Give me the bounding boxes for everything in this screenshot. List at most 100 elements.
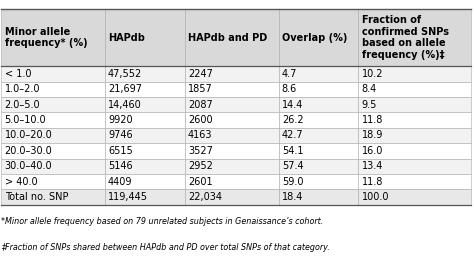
Text: *Minor allele frequency based on 79 unrelated subjects in Genaissance’s cohort.: *Minor allele frequency based on 79 unre… <box>1 217 324 226</box>
Text: 8.4: 8.4 <box>362 84 377 94</box>
Text: 4.7: 4.7 <box>282 69 297 79</box>
Text: 2247: 2247 <box>188 69 213 79</box>
Bar <box>105 128 184 143</box>
Bar <box>184 82 279 97</box>
Text: 1.0–2.0: 1.0–2.0 <box>5 84 40 94</box>
Text: ‡Fraction of SNPs shared between HAPdb and PD over total SNPs of that category.: ‡Fraction of SNPs shared between HAPdb a… <box>1 243 330 252</box>
Text: Fraction of
confirmed SNPs
based on allele
frequency (%)‡: Fraction of confirmed SNPs based on alle… <box>362 15 449 60</box>
Text: 5.0–10.0: 5.0–10.0 <box>5 115 46 125</box>
Text: 16.0: 16.0 <box>362 146 383 156</box>
Text: Overlap (%): Overlap (%) <box>282 33 347 43</box>
Text: 8.6: 8.6 <box>282 84 297 94</box>
Bar <box>279 174 358 189</box>
Bar <box>358 174 471 189</box>
Bar <box>279 128 358 143</box>
Bar <box>358 143 471 159</box>
Text: 2600: 2600 <box>188 115 212 125</box>
Bar <box>105 112 184 128</box>
Bar <box>105 97 184 112</box>
Bar <box>358 128 471 143</box>
Bar <box>184 66 279 82</box>
Bar <box>184 143 279 159</box>
Bar <box>1 128 105 143</box>
Text: 21,697: 21,697 <box>108 84 142 94</box>
Text: 1857: 1857 <box>188 84 213 94</box>
Text: 5146: 5146 <box>108 161 133 171</box>
Text: 2601: 2601 <box>188 177 212 187</box>
Text: 100.0: 100.0 <box>362 192 389 202</box>
Bar <box>1 143 105 159</box>
Text: > 40.0: > 40.0 <box>5 177 37 187</box>
Text: 26.2: 26.2 <box>282 115 303 125</box>
Text: 47,552: 47,552 <box>108 69 142 79</box>
Bar <box>279 97 358 112</box>
Text: 119,445: 119,445 <box>108 192 148 202</box>
Bar <box>184 112 279 128</box>
Bar <box>1 189 105 205</box>
Bar <box>358 189 471 205</box>
Bar <box>105 174 184 189</box>
Bar <box>1 9 105 66</box>
Bar <box>279 9 358 66</box>
Text: Total no. SNP: Total no. SNP <box>5 192 68 202</box>
Text: 20.0–30.0: 20.0–30.0 <box>5 146 53 156</box>
Text: 59.0: 59.0 <box>282 177 303 187</box>
Text: HAPdb: HAPdb <box>108 33 145 43</box>
Bar <box>105 143 184 159</box>
Bar <box>105 9 184 66</box>
Text: 10.0–20.0: 10.0–20.0 <box>5 131 53 141</box>
Bar <box>1 97 105 112</box>
Text: 9746: 9746 <box>108 131 133 141</box>
Text: 30.0–40.0: 30.0–40.0 <box>5 161 52 171</box>
Text: 42.7: 42.7 <box>282 131 303 141</box>
Text: 11.8: 11.8 <box>362 177 383 187</box>
Bar <box>358 82 471 97</box>
Bar <box>358 112 471 128</box>
Text: 57.4: 57.4 <box>282 161 303 171</box>
Text: 2952: 2952 <box>188 161 213 171</box>
Text: 22,034: 22,034 <box>188 192 222 202</box>
Text: 9.5: 9.5 <box>362 100 377 110</box>
Text: 3527: 3527 <box>188 146 213 156</box>
Bar <box>358 9 471 66</box>
Text: 2087: 2087 <box>188 100 213 110</box>
Text: 6515: 6515 <box>108 146 133 156</box>
Bar <box>184 9 279 66</box>
Bar <box>1 159 105 174</box>
Bar <box>184 159 279 174</box>
Text: 4163: 4163 <box>188 131 212 141</box>
Text: 13.4: 13.4 <box>362 161 383 171</box>
Text: < 1.0: < 1.0 <box>5 69 31 79</box>
Bar <box>105 159 184 174</box>
Bar <box>1 174 105 189</box>
Bar <box>279 112 358 128</box>
Bar <box>279 143 358 159</box>
Bar <box>1 82 105 97</box>
Bar <box>279 189 358 205</box>
Text: 14,460: 14,460 <box>108 100 142 110</box>
Text: 11.8: 11.8 <box>362 115 383 125</box>
Bar <box>279 159 358 174</box>
Bar <box>184 128 279 143</box>
Bar <box>105 82 184 97</box>
Bar <box>1 112 105 128</box>
Text: 18.9: 18.9 <box>362 131 383 141</box>
Bar <box>279 66 358 82</box>
Bar <box>105 189 184 205</box>
Bar <box>184 97 279 112</box>
Text: 9920: 9920 <box>108 115 133 125</box>
Text: 2.0–5.0: 2.0–5.0 <box>5 100 40 110</box>
Bar <box>358 66 471 82</box>
Bar <box>105 66 184 82</box>
Bar <box>184 174 279 189</box>
Bar <box>279 82 358 97</box>
Text: 10.2: 10.2 <box>362 69 383 79</box>
Text: Minor allele
frequency* (%): Minor allele frequency* (%) <box>5 27 87 48</box>
Text: 4409: 4409 <box>108 177 133 187</box>
Bar <box>358 97 471 112</box>
Text: 14.4: 14.4 <box>282 100 303 110</box>
Bar <box>358 159 471 174</box>
Bar <box>184 189 279 205</box>
Text: 18.4: 18.4 <box>282 192 303 202</box>
Text: 54.1: 54.1 <box>282 146 303 156</box>
